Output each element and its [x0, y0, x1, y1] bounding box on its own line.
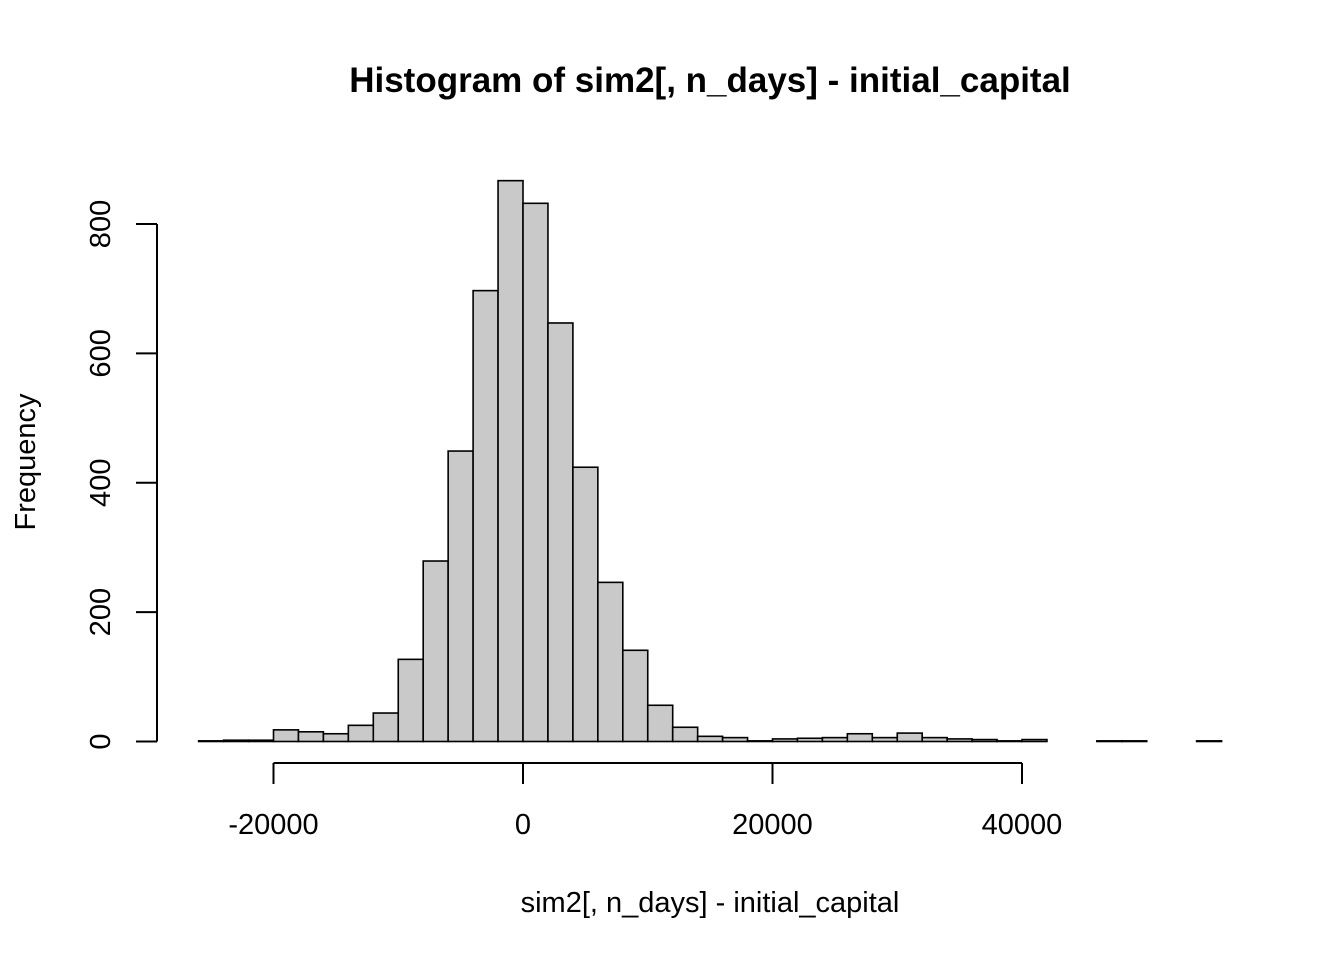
histogram-bar — [422, 560, 449, 743]
histogram-bar — [397, 658, 425, 743]
histogram-bar — [821, 736, 849, 743]
y-tick-label: 200 — [85, 588, 117, 636]
histogram-bar — [497, 179, 524, 743]
histogram-bar — [522, 202, 549, 743]
y-tick-label: 800 — [85, 200, 117, 248]
histogram-bar — [547, 322, 574, 743]
histogram-bar — [621, 649, 649, 743]
histogram-bar — [597, 581, 624, 743]
histogram-bar — [946, 738, 973, 743]
histogram-bar — [197, 740, 225, 743]
y-tick-label: 400 — [85, 459, 117, 507]
histogram-bar — [1195, 740, 1223, 743]
y-axis: 0 200 400 600 800 — [85, 200, 158, 750]
histogram-bar — [222, 739, 250, 743]
y-tick-label: 0 — [85, 733, 117, 749]
histogram-bar — [696, 735, 724, 743]
histogram-bar — [721, 736, 749, 743]
histogram-bar — [247, 739, 275, 743]
histogram-bar — [671, 726, 699, 743]
histogram-bar — [447, 450, 474, 743]
histogram-bar — [572, 466, 599, 743]
histogram-bar — [846, 732, 874, 743]
x-axis: -20000 0 20000 40000 — [228, 762, 1063, 841]
histogram-bar — [921, 736, 948, 743]
x-tick-label: 40000 — [982, 809, 1063, 841]
histogram-bar — [1021, 738, 1048, 743]
histogram-bar — [1096, 740, 1123, 743]
histogram-bar — [971, 738, 998, 743]
x-tick-label: 0 — [515, 809, 531, 841]
histogram-bar — [896, 732, 924, 743]
y-tick-label: 600 — [85, 329, 117, 377]
histogram-bar — [372, 712, 400, 743]
x-axis-label: sim2[, n_days] - initial_capital — [521, 887, 900, 919]
histogram-bar — [472, 289, 499, 743]
histogram-bar — [646, 704, 674, 743]
histogram-bar — [322, 732, 350, 743]
bars-group — [197, 179, 1223, 743]
histogram-bar — [746, 740, 774, 743]
histogram-bar — [297, 730, 325, 743]
y-axis-label: Frequency — [10, 393, 42, 531]
histogram-bar — [347, 724, 375, 743]
x-tick-label: -20000 — [228, 809, 318, 841]
histogram-bar — [272, 729, 300, 743]
histogram-bar — [871, 736, 899, 743]
histogram-bar — [796, 737, 824, 743]
histogram-bar — [996, 740, 1023, 743]
chart-title: Histogram of sim2[, n_days] - initial_ca… — [349, 61, 1071, 100]
histogram-bar — [1121, 740, 1148, 743]
x-tick-label: 20000 — [732, 809, 813, 841]
histogram-bar — [771, 738, 799, 743]
